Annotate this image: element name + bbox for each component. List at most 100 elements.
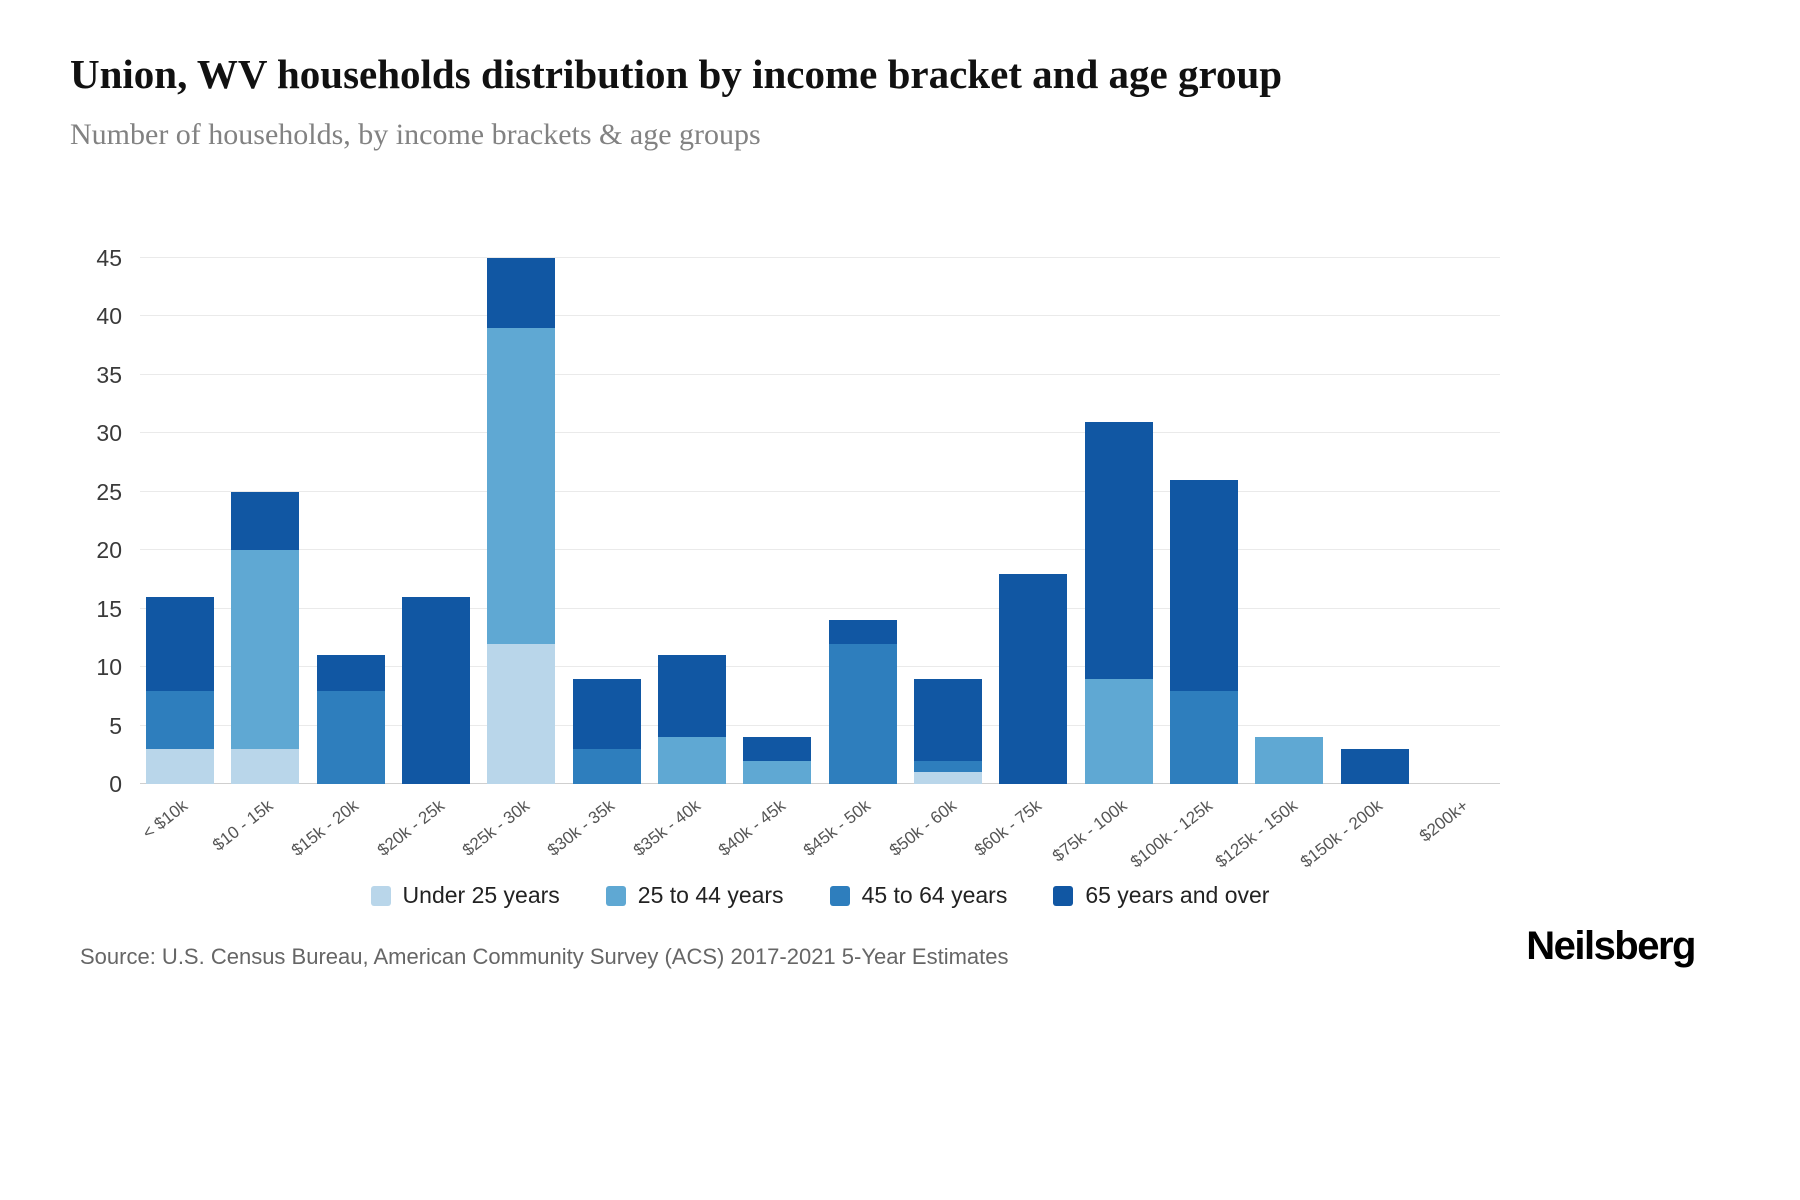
segment-65 years and over [743,737,812,761]
bar-stack [999,573,1068,784]
legend: Under 25 years 25 to 44 years 45 to 64 yea… [140,882,1500,909]
segment-25 to 44 years [657,737,726,784]
x-axis-tick-label: $10 - 15k [209,796,278,855]
segment-25 to 44 years [1084,678,1153,784]
segment-Under 25 years [146,748,214,784]
legend-label: 25 to 44 years [637,882,784,908]
segment-45 to 64 years [572,748,641,784]
bar-$35k - 40k: $35k - 40k [629,258,726,860]
x-axis-tick-label: < $10k [139,796,192,843]
bar-$10 - 15k: $10 - 15k [209,258,300,855]
bars-container: < $10k $10 - 15k $15k - 20k $20k - 25k $25k … [139,258,1500,871]
x-axis-tick-label: $45k - 50k [800,796,875,860]
y-axis-tick-label: 5 [109,712,122,739]
segment-65 years and over [487,258,556,329]
bar-$40k - 45k: $40k - 45k [715,258,812,860]
segment-65 years and over [316,655,385,691]
bar-$60k - 75k: $60k - 75k [971,258,1068,860]
segment-65 years and over [146,597,214,691]
legend-label: 45 to 64 years [861,882,1008,908]
bar-stack [146,597,214,784]
gridline [140,315,1500,317]
page-subtitle: Number of households, by income brackets… [70,118,761,151]
segment-25 to 44 years [487,328,556,644]
segment-45 to 64 years [146,690,214,749]
gridline [140,666,1500,668]
legend-swatch [605,885,626,906]
segment-45 to 64 years [828,643,897,784]
segment-65 years and over [999,573,1068,784]
bar-stack [316,655,385,784]
segment-45 to 64 years [316,690,385,784]
segment-65 years and over [231,491,300,551]
bar-$150k - 200k: $150k - 200k [1297,258,1409,871]
x-axis-tick-label: $30k - 35k [544,796,619,860]
x-axis-tick-label: $150k - 200k [1297,796,1387,872]
bar-$100k - 125k: $100k - 125k [1126,258,1238,871]
segment-Under 25 years [487,643,556,784]
legend-swatch [1053,885,1074,906]
segment-65 years and over [913,678,982,761]
bar-$25k - 30k: $25k - 30k [459,258,556,860]
bar-stack [743,737,812,784]
bar-$200k+: $200k+ [1416,258,1494,846]
bar-$45k - 50k: $45k - 50k [800,258,897,860]
plot-area: 0 5 10 15 20 25 30 35 40 45 < $10k $10 - 15k $15k - … [96,245,1500,871]
legend-label: Under 25 years [402,882,560,908]
bar-stack [1169,480,1238,784]
x-axis-tick-label: $40k - 45k [714,796,789,860]
x-axis-tick-label: $50k - 60k [885,796,960,860]
gridline [140,549,1500,551]
legend-label: 65 years and over [1085,882,1270,908]
segment-45 to 64 years [913,760,982,773]
segment-Under 25 years [231,748,300,784]
bar-$50k - 60k: $50k - 60k [885,258,982,860]
bar-stack [828,620,897,784]
neilsberg-logo: Neilsberg [1526,924,1696,968]
bar-$20k - 25k: $20k - 25k [373,258,470,860]
bar-$15k - 20k: $15k - 20k [288,258,385,860]
x-axis-tick-label: $35k - 40k [629,796,704,860]
bar-stack [1340,748,1409,784]
y-axis-tick-label: 10 [96,654,122,681]
x-axis-tick-label: $125k - 150k [1211,796,1301,872]
y-axis-tick-label: 25 [96,478,122,505]
bar-stack [1255,737,1324,784]
gridline [140,257,1500,258]
bar-stack [572,678,641,784]
y-axis-tick-label: 15 [96,595,122,622]
segment-25 to 44 years [231,550,300,749]
y-axis-tick-label: 0 [109,771,122,797]
legend-item: 45 to 64 years [829,882,1008,909]
segment-65 years and over [401,596,470,784]
y-axis-tick-label: 40 [96,303,122,330]
legend-item: 65 years and over [1053,882,1269,909]
segment-65 years and over [657,655,726,738]
x-axis-tick-label: $60k - 75k [970,796,1045,860]
bar-$75k - 100k: $75k - 100k [1049,258,1153,866]
x-axis-tick-label: $20k - 25k [373,796,448,860]
legend-swatch [829,885,850,906]
bar-$125k - 150k: $125k - 150k [1212,258,1324,871]
y-axis-tick-label: 20 [96,537,122,564]
gridline [140,373,1500,375]
segment-Under 25 years [913,772,982,784]
segment-65 years and over [1340,748,1409,784]
bar-$30k - 35k: $30k - 35k [544,258,641,860]
segment-65 years and over [828,620,897,644]
x-axis-tick-label: $75k - 100k [1048,796,1131,866]
bar-stack [231,491,300,784]
x-axis-tick-label: $200k+ [1415,796,1472,846]
bar-stack [657,655,726,784]
legend-item: Under 25 years [370,882,560,909]
legend-item: 25 to 44 years [605,882,784,909]
segment-65 years and over [1169,480,1238,691]
gridline [140,432,1500,434]
y-axis-tick-label: 35 [96,361,122,388]
segment-65 years and over [572,678,641,749]
bar-stack [1084,421,1153,784]
gridline [140,783,1500,784]
gridline [140,724,1500,726]
source-attribution: Source: U.S. Census Bureau, American Com… [80,944,1009,969]
bar-< $10k: < $10k [139,258,214,843]
